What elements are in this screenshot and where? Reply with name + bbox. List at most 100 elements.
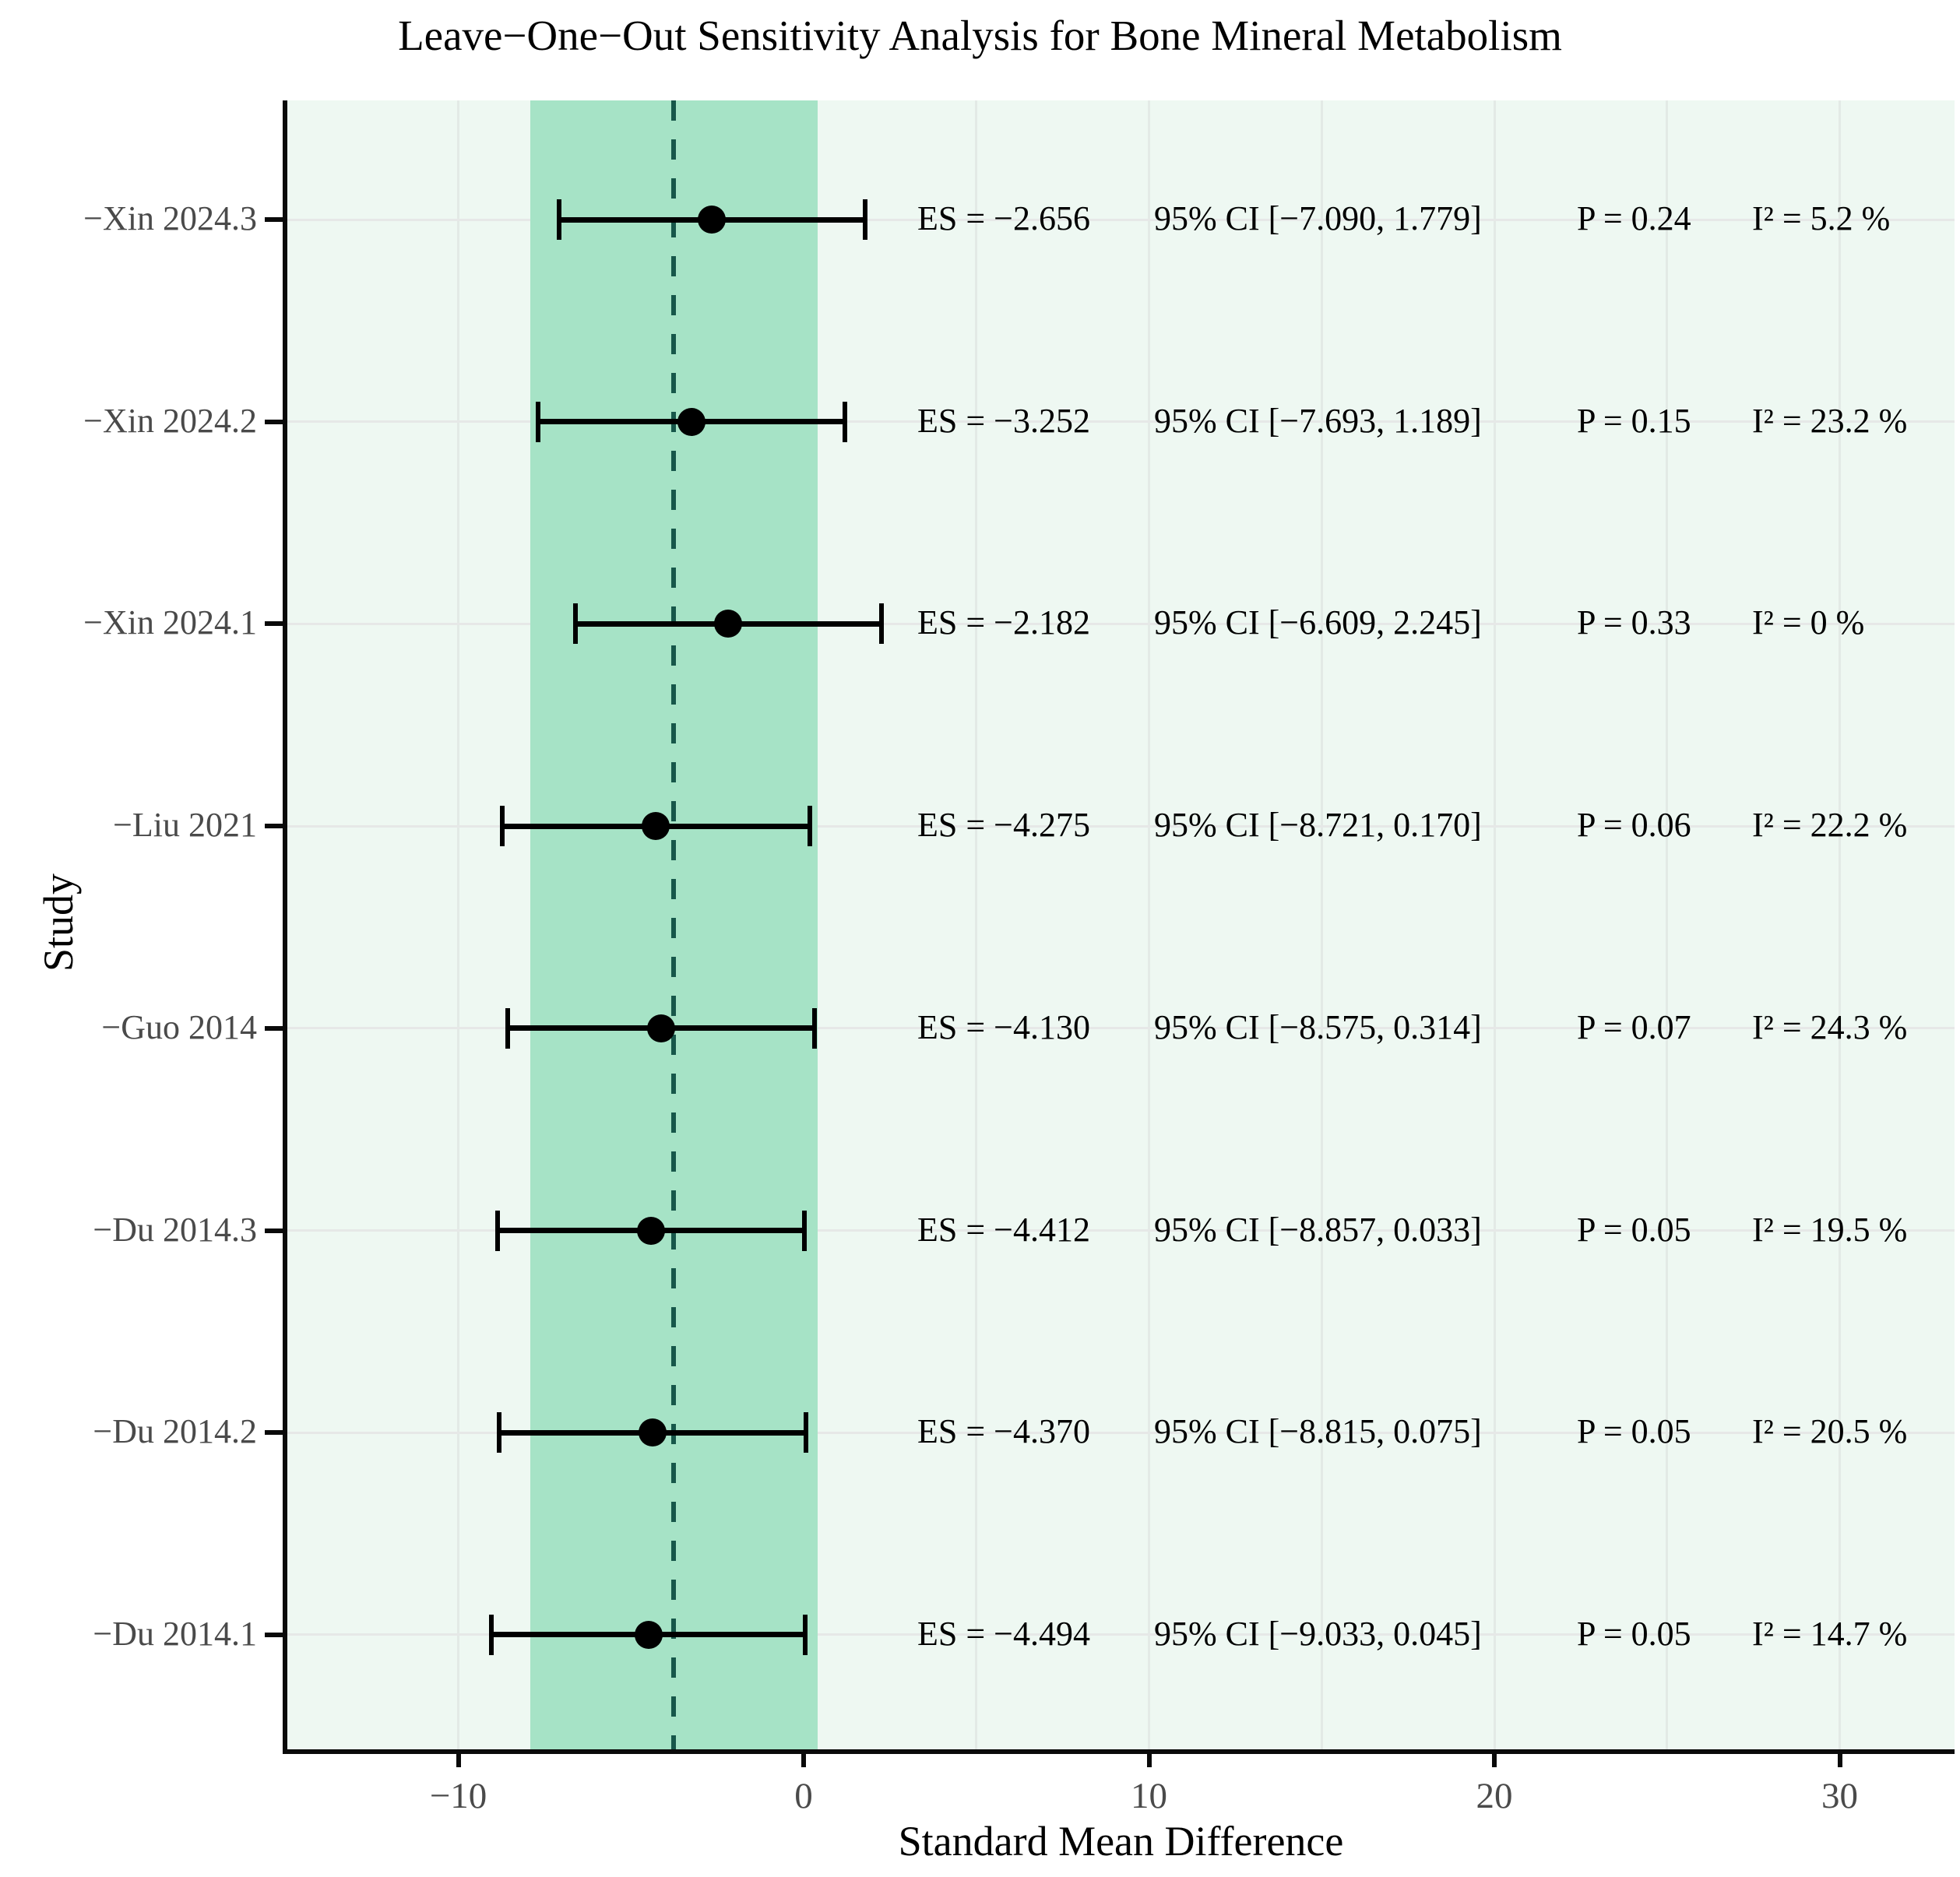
x-tick-mark xyxy=(1492,1754,1497,1767)
y-tick-label: −Liu 2021 xyxy=(113,806,257,845)
ci-cap-left xyxy=(505,1007,510,1049)
i2-annotation: I² = 20.5 % xyxy=(1752,1412,1908,1451)
row-gridline xyxy=(287,1431,1955,1434)
y-axis-line xyxy=(283,100,287,1754)
vertical-gridline xyxy=(457,100,459,1749)
ci-annotation: 95% CI [−8.857, 0.033] xyxy=(1154,1210,1482,1249)
p-value-annotation: P = 0.33 xyxy=(1577,603,1691,642)
ci-cap-left xyxy=(572,603,578,645)
es-annotation: ES = −4.412 xyxy=(917,1210,1090,1249)
ci-cap-right xyxy=(862,199,867,240)
effect-size-point xyxy=(646,1014,675,1042)
p-value-annotation: P = 0.05 xyxy=(1577,1615,1691,1654)
effect-size-point xyxy=(677,407,706,436)
ci-cap-left xyxy=(489,1614,494,1655)
x-tick-label: 20 xyxy=(1476,1776,1513,1816)
y-tick-mark xyxy=(265,1025,283,1031)
vertical-gridline xyxy=(1148,100,1150,1749)
x-tick-mark xyxy=(456,1754,461,1767)
i2-annotation: I² = 19.5 % xyxy=(1752,1210,1908,1249)
effect-size-point xyxy=(639,1418,667,1447)
x-tick-label: −10 xyxy=(429,1776,487,1816)
y-tick-label: −Xin 2024.2 xyxy=(83,401,257,440)
y-tick-mark xyxy=(265,1430,283,1436)
i2-annotation: I² = 14.7 % xyxy=(1752,1615,1908,1654)
row-gridline xyxy=(287,218,1955,221)
ci-cap-left xyxy=(497,1412,502,1453)
y-tick-mark xyxy=(265,217,283,222)
vertical-gridline xyxy=(975,100,978,1749)
y-tick-mark xyxy=(265,824,283,829)
ci-annotation: 95% CI [−8.721, 0.170] xyxy=(1154,806,1482,845)
es-annotation: ES = −2.656 xyxy=(917,199,1090,238)
es-annotation: ES = −3.252 xyxy=(917,401,1090,440)
ci-annotation: 95% CI [−8.815, 0.075] xyxy=(1154,1412,1482,1451)
i2-annotation: I² = 5.2 % xyxy=(1752,199,1891,238)
effect-size-point xyxy=(637,1216,666,1245)
es-annotation: ES = −4.275 xyxy=(917,806,1090,845)
row-gridline xyxy=(287,622,1955,625)
vertical-gridline xyxy=(1666,100,1669,1749)
p-value-annotation: P = 0.15 xyxy=(1577,401,1691,440)
ci-cap-right xyxy=(802,1614,808,1655)
x-tick-label: 0 xyxy=(794,1776,813,1816)
x-tick-mark xyxy=(801,1754,806,1767)
x-axis-title: Standard Mean Difference xyxy=(898,1818,1344,1865)
row-gridline xyxy=(287,824,1955,828)
i2-annotation: I² = 22.2 % xyxy=(1752,806,1908,845)
ci-cap-left xyxy=(556,199,561,240)
y-tick-label: −Du 2014.2 xyxy=(93,1412,257,1451)
row-gridline xyxy=(287,1229,1955,1232)
effect-size-point xyxy=(698,206,727,234)
es-annotation: ES = −2.182 xyxy=(917,603,1090,642)
x-tick-mark xyxy=(1146,1754,1152,1767)
effect-size-point xyxy=(634,1620,663,1649)
y-tick-label: −Du 2014.1 xyxy=(93,1615,257,1654)
y-tick-label: −Xin 2024.3 xyxy=(83,199,257,238)
vertical-gridline xyxy=(1320,100,1323,1749)
i2-annotation: I² = 23.2 % xyxy=(1752,401,1908,440)
chart-title: Leave−One−Out Sensitivity Analysis for B… xyxy=(398,12,1562,59)
y-tick-mark xyxy=(265,1228,283,1233)
vertical-gridline xyxy=(1839,100,1841,1749)
es-annotation: ES = −4.130 xyxy=(917,1007,1090,1046)
ci-cap-left xyxy=(500,806,505,847)
ci-annotation: 95% CI [−7.090, 1.779] xyxy=(1154,199,1482,238)
y-axis-title: Study xyxy=(35,873,82,972)
ci-annotation: 95% CI [−9.033, 0.045] xyxy=(1154,1615,1482,1654)
ci-annotation: 95% CI [−8.575, 0.314] xyxy=(1154,1007,1482,1046)
p-value-annotation: P = 0.07 xyxy=(1577,1007,1691,1046)
row-gridline xyxy=(287,420,1955,424)
plot-panel: ES = −2.656 95% CI [−7.090, 1.779] P = 0.2… xyxy=(287,100,1955,1749)
i2-annotation: I² = 24.3 % xyxy=(1752,1007,1908,1046)
x-tick-label: 10 xyxy=(1131,1776,1167,1816)
x-tick-mark xyxy=(1837,1754,1842,1767)
ci-cap-right xyxy=(802,1210,808,1251)
ci-annotation: 95% CI [−7.693, 1.189] xyxy=(1154,401,1482,440)
vertical-gridline xyxy=(1493,100,1496,1749)
row-gridline xyxy=(287,1027,1955,1030)
ci-annotation: 95% CI [−6.609, 2.245] xyxy=(1154,603,1482,642)
y-tick-mark xyxy=(265,1632,283,1637)
p-value-annotation: P = 0.24 xyxy=(1577,199,1691,238)
p-value-annotation: P = 0.05 xyxy=(1577,1412,1691,1451)
es-annotation: ES = −4.494 xyxy=(917,1615,1090,1654)
ci-cap-right xyxy=(811,1007,817,1049)
i2-annotation: I² = 0 % xyxy=(1752,603,1865,642)
x-tick-label: 30 xyxy=(1821,1776,1858,1816)
effect-size-point xyxy=(714,610,743,638)
row-gridline xyxy=(287,1633,1955,1636)
p-value-annotation: P = 0.05 xyxy=(1577,1210,1691,1249)
effect-size-point xyxy=(642,812,670,841)
ci-cap-right xyxy=(842,401,847,442)
ci-cap-right xyxy=(878,603,884,645)
ci-cap-left xyxy=(495,1210,501,1251)
ci-cap-right xyxy=(804,1412,809,1453)
y-tick-mark xyxy=(265,621,283,627)
p-value-annotation: P = 0.06 xyxy=(1577,806,1691,845)
pooled-estimate-dashed-line xyxy=(671,100,677,1749)
y-tick-label: −Guo 2014 xyxy=(101,1007,257,1046)
y-tick-mark xyxy=(265,419,283,424)
ci-cap-right xyxy=(807,806,812,847)
